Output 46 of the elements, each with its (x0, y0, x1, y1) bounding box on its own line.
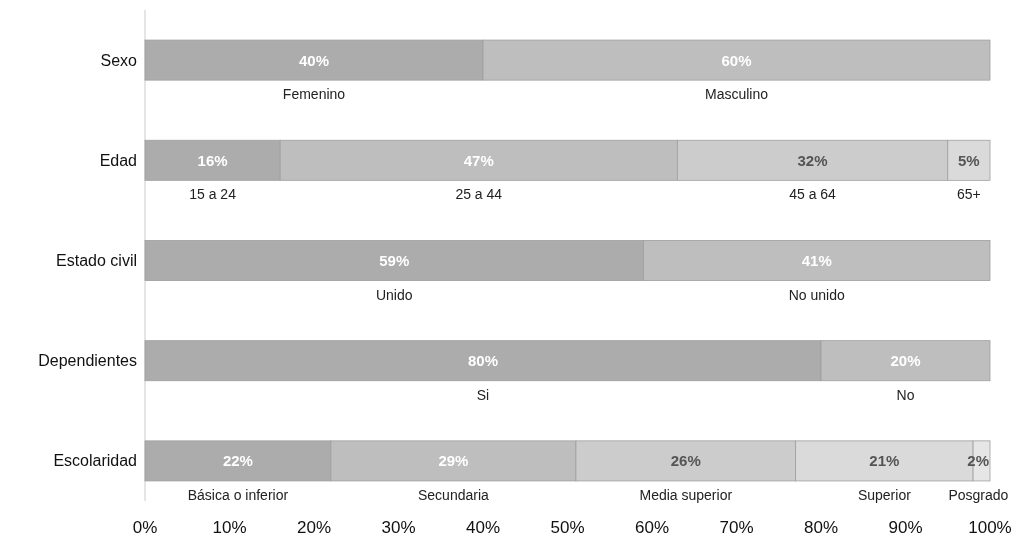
x-tick-label: 0% (132, 517, 158, 537)
annotation: Secundaria (418, 486, 490, 503)
annotation: Media superior (639, 486, 733, 503)
annotation: 25 a 44 (455, 186, 503, 203)
data-label: 16% (197, 151, 228, 169)
annotation: 65+ (957, 186, 981, 203)
data-label: 60% (721, 51, 752, 69)
data-label: 29% (438, 452, 469, 470)
y-tick-label: Sexo (100, 51, 138, 69)
annotation: Femenino (282, 86, 346, 103)
data-label: 5% (958, 151, 980, 169)
x-tick-label: 90% (888, 517, 923, 537)
x-tick-label: 40% (465, 517, 501, 537)
annotation: No unido (788, 286, 846, 303)
x-tick-label: 60% (634, 517, 670, 537)
annotation: 45 a 64 (789, 186, 837, 203)
data-label: 47% (463, 151, 494, 169)
data-label: 40% (298, 51, 330, 69)
y-tick-label: Dependientes (38, 352, 137, 370)
annotation: Si (476, 386, 490, 403)
annotation: Unido (375, 286, 413, 303)
y-tick-label: Escolaridad (53, 452, 137, 470)
x-tick-label: 70% (719, 517, 754, 537)
annotation: Básica o inferior (187, 486, 289, 503)
annotation: 15 a 24 (189, 186, 237, 203)
y-tick-label: Edad (99, 151, 137, 169)
x-tick-label: 80% (803, 517, 839, 537)
data-label: 32% (797, 151, 828, 169)
data-label: 41% (801, 252, 832, 269)
data-label: 21% (869, 452, 900, 470)
y-tick-label: Estado civil (56, 252, 137, 269)
data-label: 80% (467, 352, 499, 370)
data-label: 26% (670, 452, 701, 470)
annotation: Superior (857, 486, 912, 503)
annotation: No (896, 386, 915, 403)
x-tick-label: 100% (968, 517, 1012, 537)
annotation: Masculino (704, 86, 769, 103)
data-label: 22% (222, 452, 253, 470)
x-tick-label: 50% (550, 517, 585, 537)
annotation: Posgrado (948, 486, 1009, 503)
data-label: 2% (967, 452, 989, 470)
data-label: 20% (890, 352, 921, 370)
x-tick-label: 10% (212, 517, 247, 537)
x-tick-label: 20% (296, 517, 332, 537)
data-label: 59% (379, 252, 410, 269)
x-tick-label: 30% (381, 517, 416, 537)
